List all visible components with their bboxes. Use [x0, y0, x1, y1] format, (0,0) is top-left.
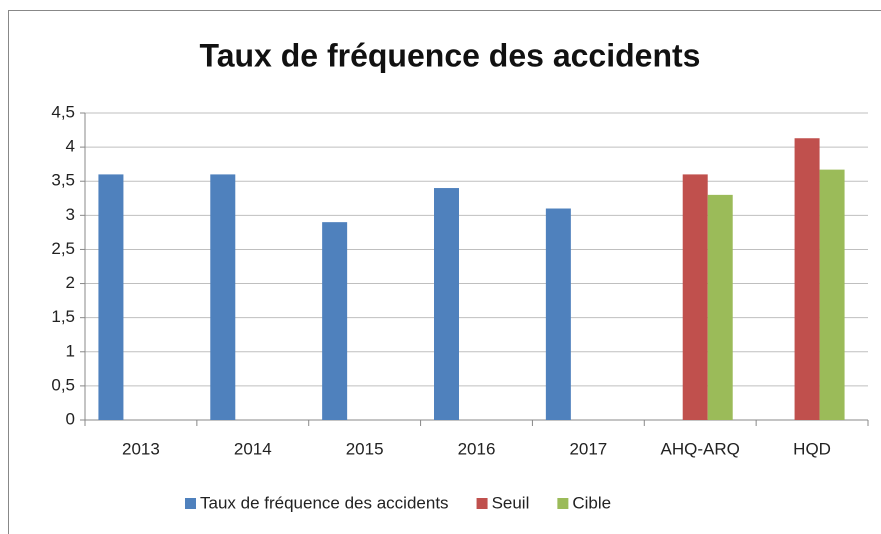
- y-tick-label: 3,5: [51, 171, 75, 190]
- y-tick-label: 0: [66, 409, 75, 428]
- y-tick-label: 2: [66, 273, 75, 292]
- legend-swatch: [476, 498, 488, 509]
- x-tick-label: 2017: [569, 439, 607, 458]
- bar: [819, 169, 845, 420]
- x-tick-label: 2015: [346, 439, 384, 458]
- y-tick-label: 0,5: [51, 375, 75, 394]
- bar: [98, 174, 124, 420]
- y-tick-label: 1,5: [51, 307, 75, 326]
- bar: [210, 174, 236, 420]
- y-tick-label: 4,5: [51, 102, 75, 121]
- bar: [682, 174, 708, 420]
- chart-title: Taux de fréquence des accidents: [200, 37, 701, 73]
- bar: [322, 222, 348, 420]
- y-tick-label: 1: [66, 341, 75, 360]
- legend-label: Cible: [572, 493, 611, 512]
- bar: [707, 194, 733, 420]
- y-tick-label: 3: [66, 205, 75, 224]
- bar: [545, 208, 571, 420]
- x-tick-label: HQD: [793, 439, 831, 458]
- legend-swatch: [185, 498, 196, 509]
- bar: [794, 138, 820, 420]
- x-tick-label: 2016: [458, 439, 496, 458]
- y-tick-label: 2,5: [51, 239, 75, 258]
- y-tick-label: 4: [66, 137, 75, 156]
- x-tick-label: 2013: [122, 439, 160, 458]
- x-tick-label: 2014: [234, 439, 272, 458]
- legend-label: Taux de fréquence des accidents: [200, 493, 449, 512]
- legend-swatch: [557, 498, 569, 509]
- bar: [434, 188, 459, 420]
- legend-label: Seuil: [492, 493, 530, 512]
- x-tick-label: AHQ-ARQ: [661, 439, 740, 458]
